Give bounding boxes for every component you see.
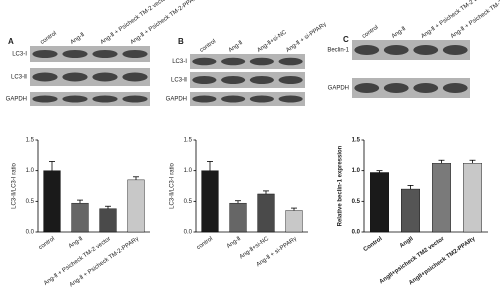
bar: [43, 170, 61, 233]
row-label: LC3-Ⅱ: [11, 75, 27, 81]
blot-band: [249, 76, 274, 84]
blot-band: [62, 95, 88, 103]
blot-band: [92, 72, 118, 82]
lane-label: Ang-Ⅱ: [70, 32, 86, 46]
y-tick-label: 1.5: [352, 138, 361, 144]
row-label: GAPDH: [328, 86, 349, 92]
bar: [71, 202, 89, 233]
blot-band: [32, 50, 58, 58]
lane-label: Ang-Ⅱ+si-NC: [256, 29, 288, 54]
blot-band: [249, 57, 274, 66]
row-label: Beclin-1: [327, 48, 349, 54]
panel-letter: C: [343, 35, 349, 44]
blot-strip: [352, 40, 470, 60]
blot-band: [192, 57, 217, 66]
blot-band: [92, 50, 118, 58]
y-tick-label: 1.5: [184, 138, 193, 144]
blot-band: [221, 95, 246, 103]
y-tick-label: 0.5: [352, 199, 361, 205]
blot-band: [354, 83, 380, 93]
x-tick-label: AngII+psicheck TM2-PPARγ: [408, 236, 477, 287]
blot-band: [192, 95, 217, 103]
x-tick-label: AngII: [399, 236, 415, 250]
y-tick-label: 0.5: [26, 199, 35, 205]
lane-label: control: [40, 31, 58, 46]
blot-band: [383, 45, 409, 55]
y-tick-label: 0.0: [26, 230, 35, 236]
y-tick-label: 1.0: [352, 168, 361, 174]
y-tick-label: 0.0: [184, 230, 193, 236]
x-tick-label: control: [38, 236, 56, 251]
y-tick-label: 1.0: [26, 168, 35, 174]
y-axis-label: LC3-Ⅱ/LC3-Ⅰ ratio: [170, 162, 176, 208]
blot-band: [92, 95, 118, 103]
blot-strip: [190, 54, 305, 69]
lane-label: control: [199, 39, 217, 54]
x-tick-label: Ang-Ⅱ: [68, 236, 84, 250]
row-label: GAPDH: [166, 97, 187, 103]
blot-band: [122, 72, 148, 82]
row-label: GAPDH: [6, 97, 27, 103]
x-tick-label: control: [196, 236, 214, 251]
blot-band: [278, 76, 303, 84]
blot-band: [278, 95, 303, 103]
blot-band: [442, 83, 468, 93]
bar: [99, 208, 117, 233]
y-axis-label: Relative beclin-1 expression: [338, 145, 344, 226]
y-tick-label: 0.5: [184, 199, 193, 205]
y-axis-label: LC3-Ⅱ/LC3-Ⅰ ratio: [12, 162, 18, 208]
blot-band: [62, 72, 88, 82]
bar: [463, 163, 483, 233]
blot-strip: [30, 92, 150, 106]
blot-band: [413, 83, 439, 93]
blot-band: [278, 57, 303, 66]
panel-letter: A: [8, 37, 14, 46]
blot-band: [221, 57, 246, 66]
blot-band: [383, 83, 409, 93]
bar: [127, 179, 145, 233]
blot-band: [413, 45, 439, 55]
bar: [432, 163, 452, 233]
lane-label: Ang-Ⅱ: [391, 26, 407, 40]
lane-label: control: [361, 25, 379, 40]
blot-band: [62, 50, 88, 58]
row-label: LC3-Ⅰ: [172, 59, 187, 65]
x-tick-label: Control: [363, 236, 384, 253]
panel-letter: B: [178, 37, 184, 46]
blot-strip: [30, 46, 150, 62]
blot-band: [192, 76, 217, 84]
bar: [201, 170, 219, 233]
bar: [229, 202, 247, 233]
bar: [370, 172, 390, 233]
blot-band: [249, 95, 274, 103]
blot-strip: [352, 78, 470, 98]
blot-band: [122, 95, 148, 103]
lane-label: Ang-Ⅱ + Psicheck TM-2-PPARγ: [450, 0, 500, 40]
y-tick-label: 0.0: [352, 230, 361, 236]
blot-strip: [30, 68, 150, 86]
lane-label: Ang-Ⅱ + Psicheck TM-2-PPARγ: [130, 0, 201, 46]
blot-strip: [190, 92, 305, 106]
lane-label: Ang-Ⅱ: [228, 40, 244, 54]
blot-band: [122, 50, 148, 58]
row-label: LC3-Ⅱ: [171, 78, 187, 84]
blot-band: [354, 45, 380, 55]
blot-band: [32, 95, 58, 103]
blot-band: [32, 72, 58, 82]
y-tick-label: 1.0: [184, 168, 193, 174]
bar: [401, 188, 421, 233]
row-label: LC3-Ⅰ: [12, 52, 27, 58]
x-tick-label: Ang-Ⅱ: [226, 236, 242, 250]
lane-label: Ang-Ⅱ + si-PPARγ: [285, 22, 328, 54]
y-tick-label: 1.5: [26, 138, 35, 144]
bar: [257, 193, 275, 233]
blot-band: [221, 76, 246, 84]
blot-strip: [190, 72, 305, 88]
bar: [285, 210, 303, 233]
blot-band: [442, 45, 468, 55]
